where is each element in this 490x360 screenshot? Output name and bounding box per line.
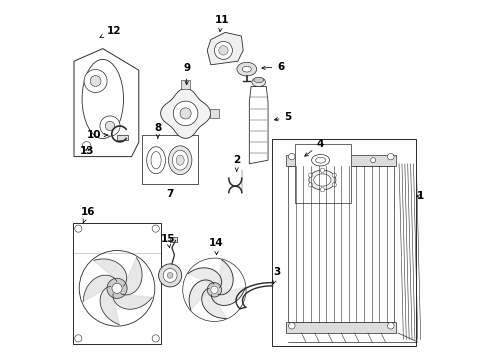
Ellipse shape xyxy=(237,62,257,76)
Ellipse shape xyxy=(172,150,188,170)
Bar xyxy=(73,223,161,344)
Text: 3: 3 xyxy=(273,267,281,284)
Polygon shape xyxy=(202,288,226,318)
Text: 10: 10 xyxy=(87,130,108,140)
Circle shape xyxy=(332,183,337,187)
Ellipse shape xyxy=(254,77,264,83)
Polygon shape xyxy=(188,268,221,288)
Text: 12: 12 xyxy=(100,26,121,37)
Circle shape xyxy=(74,225,82,232)
Circle shape xyxy=(307,158,312,163)
Circle shape xyxy=(159,264,182,287)
Text: 8: 8 xyxy=(154,123,162,138)
Text: 1: 1 xyxy=(417,191,424,201)
Circle shape xyxy=(105,121,115,131)
Text: 7: 7 xyxy=(167,189,174,199)
Polygon shape xyxy=(218,260,233,295)
Ellipse shape xyxy=(147,147,166,174)
Polygon shape xyxy=(207,32,243,65)
Bar xyxy=(286,322,396,333)
Text: 11: 11 xyxy=(214,15,229,32)
Circle shape xyxy=(219,46,228,55)
Circle shape xyxy=(320,168,324,172)
Text: 14: 14 xyxy=(209,238,224,255)
Ellipse shape xyxy=(252,78,266,87)
Polygon shape xyxy=(74,49,139,157)
Circle shape xyxy=(112,283,122,293)
Circle shape xyxy=(388,323,394,329)
Circle shape xyxy=(167,273,173,278)
Ellipse shape xyxy=(242,66,251,72)
Polygon shape xyxy=(83,275,117,302)
Polygon shape xyxy=(113,293,152,309)
Text: 4: 4 xyxy=(305,139,324,156)
Bar xyxy=(181,80,190,89)
Ellipse shape xyxy=(176,155,184,165)
Text: 9: 9 xyxy=(183,63,190,85)
Polygon shape xyxy=(94,259,127,286)
Bar xyxy=(117,135,128,140)
Ellipse shape xyxy=(169,146,192,175)
Circle shape xyxy=(90,76,101,86)
Text: 6: 6 xyxy=(262,62,285,72)
Circle shape xyxy=(211,286,218,293)
Polygon shape xyxy=(161,89,211,138)
Circle shape xyxy=(332,173,337,177)
Bar xyxy=(272,139,416,346)
Circle shape xyxy=(152,335,159,342)
Text: 13: 13 xyxy=(80,146,95,156)
Circle shape xyxy=(180,108,191,119)
Circle shape xyxy=(308,173,313,177)
Text: 16: 16 xyxy=(80,207,95,223)
Ellipse shape xyxy=(312,154,330,166)
Circle shape xyxy=(320,188,324,192)
Circle shape xyxy=(207,283,221,297)
Bar xyxy=(210,109,219,118)
Circle shape xyxy=(79,251,155,326)
Ellipse shape xyxy=(314,174,331,186)
Bar xyxy=(143,135,198,184)
Circle shape xyxy=(107,278,127,298)
Circle shape xyxy=(173,101,198,126)
Polygon shape xyxy=(189,280,214,310)
Bar xyxy=(295,144,351,203)
Ellipse shape xyxy=(316,157,326,163)
Circle shape xyxy=(152,225,159,232)
Circle shape xyxy=(388,153,394,160)
Polygon shape xyxy=(100,286,119,325)
Bar xyxy=(286,155,396,166)
Circle shape xyxy=(163,269,177,282)
Circle shape xyxy=(289,153,295,160)
Bar xyxy=(288,166,394,322)
Polygon shape xyxy=(121,258,142,295)
Bar xyxy=(170,237,176,242)
Ellipse shape xyxy=(309,170,336,190)
Text: 2: 2 xyxy=(233,155,241,171)
Circle shape xyxy=(339,158,344,163)
Text: 5: 5 xyxy=(274,112,292,122)
Circle shape xyxy=(308,183,313,187)
Circle shape xyxy=(215,41,232,59)
Circle shape xyxy=(74,335,82,342)
Polygon shape xyxy=(211,287,245,305)
Circle shape xyxy=(370,158,376,163)
Circle shape xyxy=(289,323,295,329)
Circle shape xyxy=(82,141,91,150)
Circle shape xyxy=(100,116,120,136)
Polygon shape xyxy=(249,86,268,164)
Text: 15: 15 xyxy=(161,234,175,248)
Ellipse shape xyxy=(151,152,161,169)
Circle shape xyxy=(84,69,107,93)
